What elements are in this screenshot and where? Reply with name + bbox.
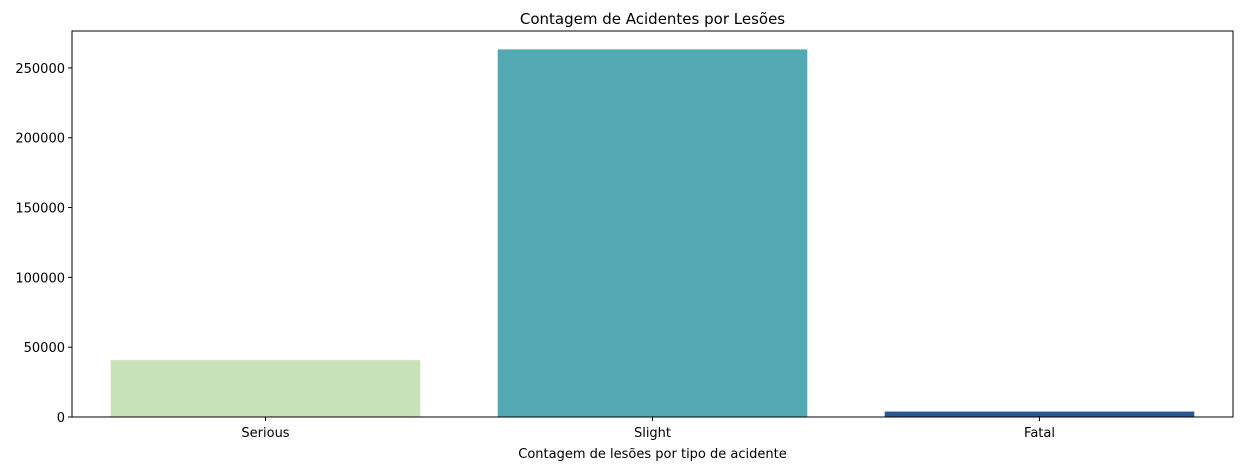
x-tick-label: Serious [241,426,289,441]
y-tick-label: 50000 [24,341,65,356]
x-axis-label: Contagem de lesões por tipo de acidente [518,447,786,462]
bars-group [110,49,1195,417]
bar-slight [497,49,808,417]
plot-frame [71,30,1234,418]
x-axis: Serious Slight Fatal [241,417,1055,441]
y-tick-label: 100000 [15,271,65,286]
y-tick-label: 150000 [15,202,65,217]
bar-serious [110,360,421,417]
y-tick-label: 0 [57,411,65,426]
y-axis: 0 50000 100000 150000 200000 250000 [15,62,72,426]
y-tick-label: 200000 [15,132,65,147]
bar-fatal [884,411,1195,417]
chart-title: Contagem de Acidentes por Lesões [520,10,785,28]
x-tick-label: Fatal [1024,426,1055,441]
y-tick-label: 250000 [15,62,65,77]
x-tick-label: Slight [634,426,671,441]
